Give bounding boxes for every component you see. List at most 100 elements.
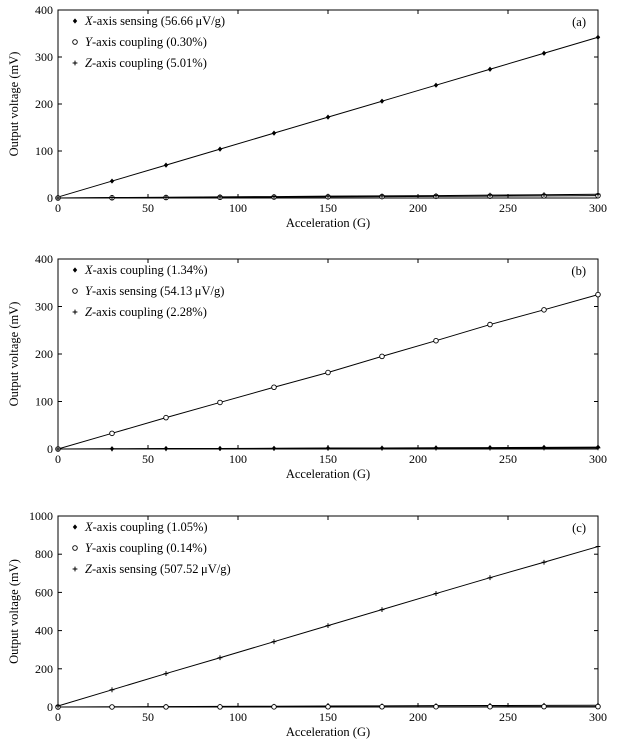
data-point-z <box>109 446 115 452</box>
x-tick-label: 300 <box>589 710 607 724</box>
data-point-y <box>217 704 223 710</box>
data-point-x <box>217 146 223 152</box>
data-point-z <box>433 591 439 596</box>
data-point-z <box>487 192 493 198</box>
data-point-y <box>217 399 223 406</box>
data-point-z <box>379 607 385 612</box>
data-point-z <box>217 655 223 661</box>
y-tick-label: 400 <box>35 624 53 638</box>
y-tick-label: 100 <box>35 395 53 409</box>
legend-label-text: -axis coupling (1.05%) <box>93 520 208 534</box>
legend-marker-y <box>72 288 78 294</box>
data-point-z <box>163 671 169 676</box>
y-axis-title: Output voltage (mV) <box>7 302 21 407</box>
data-point-z <box>325 623 331 629</box>
y-tick-label: 400 <box>35 252 53 266</box>
legend-label-text: -axis coupling (1.34%) <box>93 263 208 277</box>
data-point-y <box>379 704 385 710</box>
data-point-z <box>217 446 223 451</box>
data-point-z <box>55 703 61 709</box>
legend-axis-letter: X <box>84 263 94 277</box>
data-point-z <box>541 192 547 198</box>
data-point-x <box>379 98 385 104</box>
legend-label-text: -axis sensing (56.66 μV/g) <box>93 14 225 28</box>
data-point-z <box>379 193 385 199</box>
chart-panel-1: 0 50 100 150 200 250 300 0 100 200 300 400 Accelerat… <box>7 3 607 230</box>
x-axis-title: Acceleration (G) <box>286 467 370 481</box>
x-tick-label: 50 <box>142 710 154 724</box>
x-tick-label: 150 <box>319 201 337 215</box>
legend-axis-letter: X <box>84 520 94 534</box>
legend-entry-z: Z-axis sensing (507.52 μV/g) <box>85 562 231 576</box>
data-point-z <box>541 559 547 565</box>
legend-marker-z <box>72 309 78 315</box>
legend-axis-letter: Y <box>85 284 94 298</box>
data-point-x <box>325 114 331 120</box>
legend-label-text: -axis coupling (0.30%) <box>92 35 207 49</box>
y-tick-label: 800 <box>35 547 53 561</box>
data-point-z <box>595 544 601 549</box>
y-tick-label: 1000 <box>29 509 53 523</box>
x-tick-label: 250 <box>499 710 517 724</box>
legend-marker-x <box>72 524 78 530</box>
legend-marker-y <box>72 39 78 45</box>
chart-panel-2: 0 50 100 150 200 250 300 0 100 200 300 400 Accelerat… <box>7 252 607 481</box>
legend-marker-y <box>72 545 78 551</box>
data-point-z <box>379 445 385 451</box>
legend-label-text: -axis sensing (54.13 μV/g) <box>92 284 224 298</box>
panel-label: (a) <box>572 15 586 29</box>
legend-entry-y: Y-axis coupling (0.30%) <box>85 35 207 49</box>
y-tick-label: 300 <box>35 300 53 314</box>
x-tick-label: 0 <box>55 710 61 724</box>
y-axis-title: Output voltage (mV) <box>7 52 21 157</box>
data-point-y <box>433 703 439 710</box>
y-tick-label: 200 <box>35 662 53 676</box>
x-tick-label: 300 <box>589 201 607 215</box>
data-point-z <box>487 445 493 451</box>
y-tick-label: 400 <box>35 3 53 17</box>
legend-axis-letter: Z <box>85 562 93 576</box>
y-tick-label: 0 <box>47 700 53 714</box>
x-tick-label: 250 <box>499 452 517 466</box>
legend-axis-letter: Y <box>85 541 94 555</box>
data-point-z <box>541 445 547 451</box>
legend-marker-z <box>72 566 78 572</box>
y-tick-label: 600 <box>35 585 53 599</box>
y-tick-label: 200 <box>35 347 53 361</box>
data-point-y <box>595 703 601 710</box>
data-point-z <box>55 446 61 452</box>
y-tick-label: 200 <box>35 97 53 111</box>
x-tick-label: 50 <box>142 452 154 466</box>
data-point-z <box>109 687 115 693</box>
data-point-z <box>271 446 277 451</box>
data-point-y <box>109 704 115 710</box>
x-tick-label: 100 <box>229 710 247 724</box>
data-point-y <box>487 703 493 710</box>
x-tick-label: 250 <box>499 201 517 215</box>
data-point-y <box>271 704 277 710</box>
legend-entry-z: Z-axis coupling (2.28%) <box>85 305 207 319</box>
legend-entry-y: Y-axis coupling (0.14%) <box>85 541 207 555</box>
legend-marker-x <box>72 267 78 273</box>
data-point-x <box>271 130 277 136</box>
data-point-z <box>487 575 493 581</box>
data-point-x <box>595 34 601 40</box>
legend-marker-z <box>72 60 78 66</box>
legend-axis-letter: Z <box>85 56 93 70</box>
data-point-x <box>109 178 115 184</box>
x-tick-label: 0 <box>55 201 61 215</box>
data-point-x <box>487 66 493 72</box>
x-tick-label: 50 <box>142 201 154 215</box>
data-point-x <box>163 162 169 168</box>
data-point-y <box>163 704 169 710</box>
data-point-x <box>433 82 439 88</box>
x-tick-label: 300 <box>589 452 607 466</box>
data-point-y <box>541 307 547 313</box>
x-axis-title: Acceleration (G) <box>286 725 370 739</box>
x-tick-label: 100 <box>229 452 247 466</box>
x-axis-title: Acceleration (G) <box>286 216 370 230</box>
data-point-z <box>271 639 277 645</box>
data-point-z <box>433 193 439 199</box>
data-point-z <box>217 194 223 200</box>
